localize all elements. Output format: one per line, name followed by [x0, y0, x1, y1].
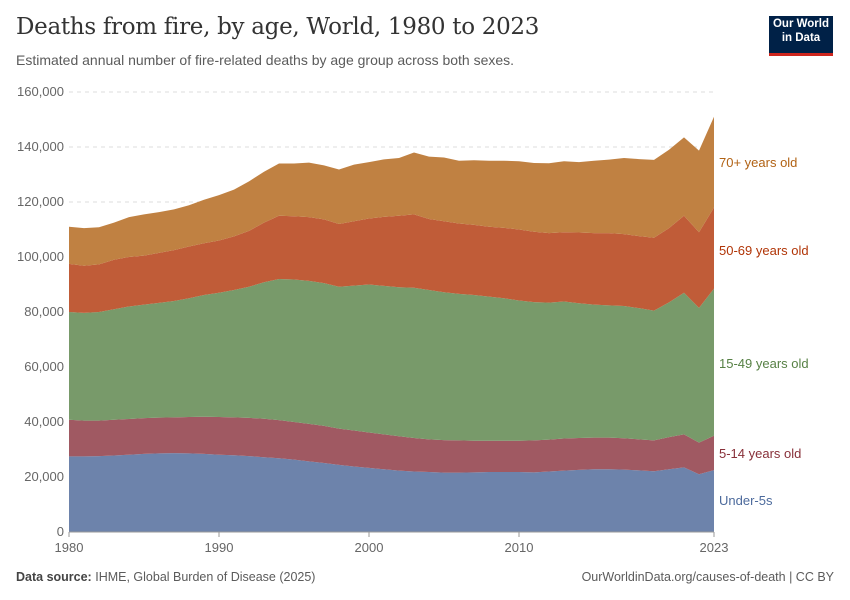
area-50-69-years-old [69, 207, 714, 313]
x-tick-label: 1980 [55, 540, 84, 555]
footer-link[interactable]: OurWorldinData.org/causes-of-death | CC … [581, 570, 834, 584]
y-tick-label: 100,000 [17, 249, 64, 264]
y-tick-label: 140,000 [17, 139, 64, 154]
source-text[interactable]: IHME, Global Burden of Disease (2025) [95, 570, 316, 584]
y-tick-label: 120,000 [17, 194, 64, 209]
source-label: Data source: [16, 570, 92, 584]
series-label: 15-49 years old [719, 356, 809, 371]
y-tick-label: 20,000 [24, 469, 64, 484]
area-15-49-years-old [69, 279, 714, 443]
series-label: 50-69 years old [719, 243, 809, 258]
area-70-years-old [69, 116, 714, 266]
x-tick-label: 2000 [355, 540, 384, 555]
y-tick-label: 60,000 [24, 359, 64, 374]
x-tick-label: 1990 [205, 540, 234, 555]
chart-subtitle: Estimated annual number of fire-related … [16, 52, 515, 68]
y-tick-label: 0 [57, 524, 64, 539]
y-tick-label: 80,000 [24, 304, 64, 319]
owid-logo[interactable]: Our World in Data [769, 16, 833, 56]
series-label: Under-5s [719, 493, 773, 508]
x-tick-label: 2010 [505, 540, 534, 555]
area-under-5s [69, 453, 714, 532]
y-tick-label: 160,000 [17, 84, 64, 99]
x-tick-label: 2023 [700, 540, 729, 555]
chart-title: Deaths from fire, by age, World, 1980 to… [16, 14, 540, 40]
series-label: 5-14 years old [719, 446, 801, 461]
data-source: Data source: IHME, Global Burden of Dise… [16, 570, 315, 584]
y-tick-label: 40,000 [24, 414, 64, 429]
series-label: 70+ years old [719, 155, 797, 170]
area-5-14-years-old [69, 416, 714, 475]
